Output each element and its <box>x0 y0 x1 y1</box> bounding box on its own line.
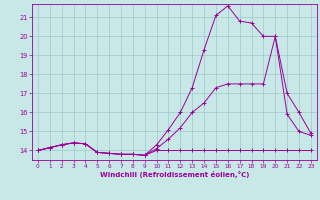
X-axis label: Windchill (Refroidissement éolien,°C): Windchill (Refroidissement éolien,°C) <box>100 171 249 178</box>
